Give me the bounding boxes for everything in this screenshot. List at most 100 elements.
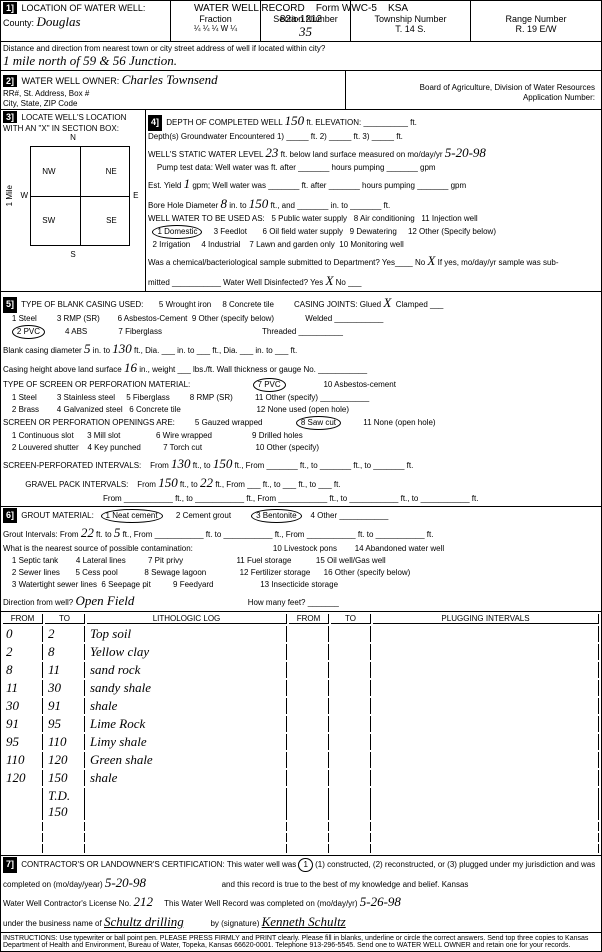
sec-6-row: 6] GROUT MATERIAL: 1 Neat cement 2 Cemen… [1,507,601,613]
range-value: R. 19 E/W [473,24,599,34]
section-6-num: 6] [3,508,17,524]
county-label: County: [3,18,34,28]
form-no: Form WWC-5 [316,3,377,14]
gravel-label: GRAVEL PACK INTERVALS: [25,480,128,489]
log-plug-h: PLUGGING INTERVALS [373,614,599,624]
open-label: SCREEN OR PERFORATION OPENINGS ARE: [3,418,175,427]
section-box: NW NE SW SE W E [30,146,130,246]
section-2-num: 2] [3,75,17,87]
bore-value: 8 [220,196,227,211]
dir-value: Open Field [75,593,134,608]
saw-cut: 8 Saw cut [296,416,341,430]
section-7-num: 7] [3,857,17,873]
sec-5-row: 5] TYPE OF BLANK CASING USED: 5 Wrought … [1,292,601,507]
city-label: City, State, ZIP Code [3,99,77,108]
log-to2-h: TO [331,614,371,624]
gw-label: Depth(s) Groundwater Encountered [148,132,275,141]
screen-pvc: 7 PVC [253,378,286,392]
ne: NE [106,167,117,176]
perf-t1: 150 [213,456,233,471]
log-row: 9195Lime Rock [3,716,599,732]
section-5-num: 5] [3,297,17,313]
sec5-label: TYPE OF BLANK CASING USED: [21,300,143,309]
instructions: INSTRUCTIONS: Use typewriter or ball poi… [1,933,601,951]
owner-label: WATER WELL OWNER: [22,76,120,86]
comp-date: 5-20-98 [105,875,146,890]
height-value: 16 [124,360,137,375]
neat-cement: 1 Neat cement [101,509,163,523]
gi-t: 5 [114,525,121,540]
owner-value: Charles Townsend [122,72,218,87]
e: E [133,191,138,200]
depth-label: DEPTH OF COMPLETED WELL [166,118,282,127]
app-label: Application Number: [523,93,595,102]
est-yield: 1 [184,176,191,191]
log-row: 95110Limy shale [3,734,599,750]
n-label: N [3,133,143,142]
log-row: 02Top soil [3,626,599,642]
log-row: 28Yellow clay [3,644,599,660]
w: W [21,191,29,200]
elev-label: ELEVATION: [315,118,361,127]
rr-label: RR#, St. Address, Box # [3,89,89,98]
form-title-area: WATER WELL RECORD Form WWC-5 KSA 82a-121… [181,1,421,27]
dis-x: X [325,273,333,288]
section-4-num: 4] [148,115,162,131]
header-row: 1] LOCATION OF WATER WELL: County: Dougl… [1,1,601,42]
bore-depth: 150 [249,196,269,211]
lic-date: 5-26-98 [360,894,401,909]
log-table-row: FROM TO LITHOLOGIC LOG FROM TO PLUGGING … [1,612,601,856]
ft: ft. [306,118,313,127]
constructed-1: 1 [298,858,312,872]
nw: NW [42,167,55,176]
blank-depth: 130 [112,341,132,356]
dist-value: 1 mile north of 59 & 56 Junction. [3,53,177,68]
perf-f1: 130 [171,456,191,471]
sec-3-4-row: 3] LOCATE WELL'S LOCATION WITH AN "X" IN… [1,110,601,292]
s-label: S [3,250,143,259]
log-row: 3091shale [3,698,599,714]
gi-f: 22 [81,525,94,540]
sec6-label: GROUT MATERIAL: [21,511,94,520]
log-td-row: T.D.150 [3,788,599,820]
static-label: WELL'S STATIC WATER LEVEL [148,150,263,159]
sig-value: Kenneth Schultz [262,914,346,929]
loc-label: LOCATION OF WATER WELL: [22,3,146,13]
sec-7-row: 7] CONTRACTOR'S OR LANDOWNER'S CERTIFICA… [1,856,601,933]
source-label: What is the nearest source of possible c… [3,544,193,553]
chem-x: X [427,253,435,268]
log-row: 1130sandy shale [3,680,599,696]
use-domestic: 1 Domestic [152,225,202,239]
casing-pvc: 2 PVC [12,325,45,339]
log-from-h: FROM [3,614,43,624]
bus-value: Schultz drilling [104,914,184,929]
log-row: 811sand rock [3,662,599,678]
log-table: FROM TO LITHOLOGIC LOG FROM TO PLUGGING … [1,612,601,855]
gravel-t1: 22 [200,475,213,490]
depth-value: 150 [285,113,305,128]
log-row: 120150shale [3,770,599,786]
sec7-label: CONTRACTOR'S OR LANDOWNER'S CERTIFICATIO… [21,860,296,869]
gravel-f1: 150 [158,475,178,490]
owner-row: 2] WATER WELL OWNER: Charles Townsend RR… [1,71,601,110]
screen-label: TYPE OF SCREEN OR PERFORATION MATERIAL: [3,380,190,389]
static-date: 5-20-98 [445,145,486,160]
log-lith-h: LITHOLOGIC LOG [87,614,287,624]
blank-dia: 5 [84,341,91,356]
sec3-label: LOCATE WELL'S LOCATION WITH AN "X" IN SE… [3,113,126,133]
section-3-num: 3] [3,111,17,123]
glued-x: X [383,295,391,310]
static-value: 23 [265,145,278,160]
perf-label: SCREEN-PERFORATED INTERVALS: [3,461,141,470]
log-row: 110120Green shale [3,752,599,768]
se: SE [106,216,117,225]
form-title: WATER WELL RECORD [194,3,305,14]
log-to-h: TO [45,614,85,624]
log-from2-h: FROM [289,614,329,624]
use-label: WELL WATER TO BE USED AS: [148,214,265,223]
sw: SW [42,216,55,225]
range-label: Range Number [473,14,599,24]
distance-row: Distance and direction from nearest town… [1,42,601,71]
board-label: Board of Agriculture, Division of Water … [420,83,595,92]
lic-value: 212 [133,894,153,909]
